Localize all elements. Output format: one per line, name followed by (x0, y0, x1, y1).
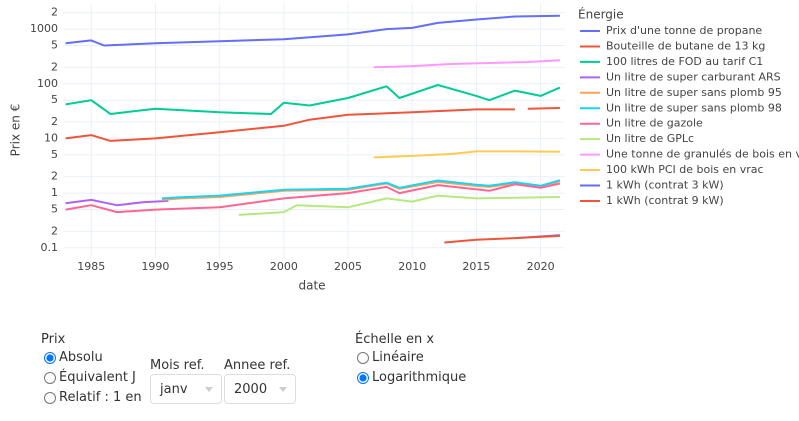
scale-label: Échelle en x (355, 332, 435, 347)
year-label: Annee ref. (224, 358, 291, 373)
x-tick-label: 2020 (527, 260, 555, 273)
legend-label: Une tonne de granulés de bois en vrac (606, 148, 799, 161)
radio-label: Équivalent J (59, 370, 136, 385)
legend-label: Un litre de super carburant ARS (606, 70, 781, 83)
line (373, 59, 560, 69)
x-axis-title: date (298, 279, 325, 293)
y-tick-label: 5 (51, 39, 58, 52)
legend-label: 100 litres de FOD au tarif C1 (606, 55, 763, 68)
price-label: Prix (41, 332, 66, 347)
x-tick-label: 2005 (334, 260, 362, 273)
y-tick-label: 2 (51, 224, 58, 237)
radio-option[interactable]: Logarithmique (357, 370, 466, 385)
y-tick-label: 0.1 (41, 241, 59, 254)
year-value: 2000 (234, 382, 268, 397)
radio-option[interactable]: Absolu (44, 350, 103, 365)
radio-button[interactable] (44, 391, 56, 404)
radio-label: Logarithmique (372, 370, 467, 385)
x-tick-label: 2000 (270, 260, 298, 273)
y-tick-label: 1 (51, 186, 58, 199)
y-tick-label: 5 (51, 148, 58, 161)
line (65, 84, 561, 115)
y-axis-title: Prix en € (9, 104, 23, 157)
y-tick-label: 2 (51, 115, 58, 128)
month-dropdown[interactable]: janv (150, 374, 222, 404)
y-tick-label: 5 (51, 203, 58, 216)
legend-label: 1 kWh (contrat 9 kW) (606, 194, 724, 207)
radio-label: Linéaire (372, 350, 424, 365)
radio-button[interactable] (44, 371, 56, 384)
x-tick-label: 1985 (77, 260, 105, 273)
y-tick-label: 5 (51, 93, 58, 106)
y-tick-label: 10 (44, 131, 58, 144)
legend-title: Énergie (578, 7, 624, 22)
radio-option[interactable]: Linéaire (357, 350, 424, 365)
radio-button[interactable] (44, 351, 56, 364)
radio-button[interactable] (357, 351, 369, 364)
legend-label: 1 kWh (contrat 3 kW) (606, 179, 724, 192)
legend-label: Prix d'une tonne de propane (606, 24, 762, 37)
legend-label: Un litre de gazole (606, 117, 703, 130)
year-dropdown[interactable]: 2000 (224, 374, 296, 404)
line (65, 14, 560, 47)
line (373, 150, 560, 159)
legend-label: Un litre de GPLc (606, 132, 694, 145)
legend-label: Bouteille de butane de 13 kg (606, 39, 765, 52)
legend-label: Un litre de super sans plomb 98 (606, 101, 782, 114)
line (238, 194, 560, 216)
y-tick-label: 2 (51, 60, 58, 73)
x-tick-label: 2015 (462, 260, 490, 273)
x-tick-label: 1995 (206, 260, 234, 273)
y-tick-label: 2 (51, 6, 58, 19)
line (65, 107, 560, 142)
radio-option[interactable]: Équivalent J (44, 370, 136, 385)
y-tick-label: 2 (51, 170, 58, 183)
chart: date Prix en € Énergie 0.1 2 5 1 2 5 10 2 5 100 2 5… (9, 3, 799, 293)
legend-label: Un litre de super sans plomb 95 (606, 86, 782, 99)
radio-label: Absolu (59, 350, 103, 365)
month-value: janv (160, 382, 188, 397)
month-label: Mois ref. (150, 358, 205, 373)
radio-option[interactable]: Relatif : 1 en (44, 390, 142, 405)
radio-label: Relatif : 1 en (59, 390, 142, 405)
y-tick-label: 100 (37, 77, 58, 90)
x-tick-label: 1990 (141, 260, 169, 273)
y-tick-label: 1000 (30, 22, 58, 35)
line (65, 198, 169, 207)
caret (279, 387, 287, 392)
radio-button[interactable] (357, 371, 369, 384)
line (444, 234, 560, 244)
caret (205, 387, 213, 392)
x-tick-label: 2010 (398, 260, 426, 273)
line (65, 182, 561, 214)
legend-label: 100 kWh PCI de bois en vrac (606, 163, 764, 176)
line (161, 179, 561, 200)
